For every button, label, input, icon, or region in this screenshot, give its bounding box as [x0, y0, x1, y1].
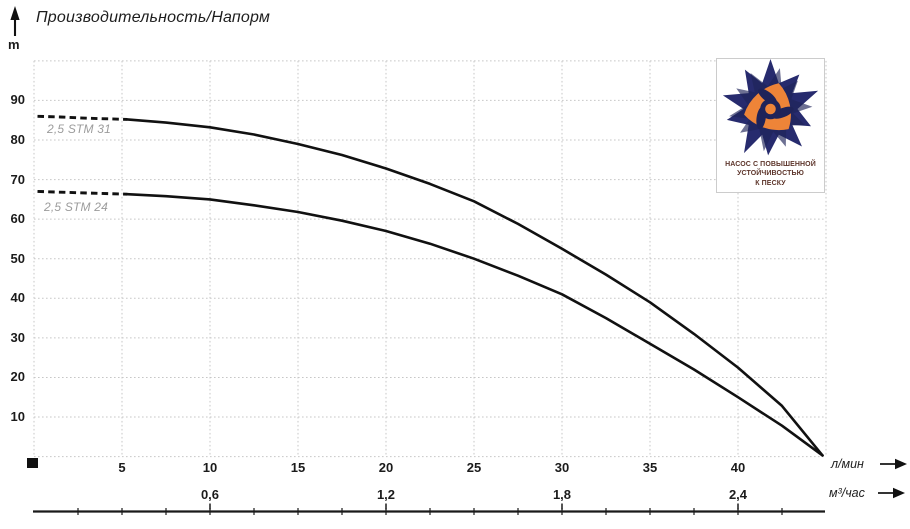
badge-caption-line2: УСТОЙЧИВОСТЬЮ	[737, 170, 804, 177]
right-arrow-icon	[878, 487, 905, 499]
x-axis-unit-m3h-row: м³/час	[829, 486, 905, 500]
sand-resistance-badge: НАСОС С ПОВЫШЕННОЙ УСТОЙЧИВОСТЬЮ К ПЕСКУ	[716, 58, 825, 193]
curve-label-stm31: 2,5 STM 31	[47, 122, 112, 136]
badge-caption-line3: К ПЕСКУ	[755, 179, 786, 187]
badge-caption: НАСОС С ПОВЫШЕННОЙ УСТОЙЧИВОСТЬЮ К ПЕСКУ	[717, 160, 824, 189]
right-arrow-icon	[880, 458, 907, 470]
x-axis-unit-lmin: л/мин	[831, 457, 864, 471]
chart-title: Производительность/Напорм	[36, 9, 271, 26]
x-axis-unit-lmin-row: л/мин	[831, 457, 907, 471]
curve-label-stm24: 2,5 STM 24	[44, 200, 109, 214]
badge-caption-line1: НАСОС С ПОВЫШЕННОЙ	[725, 160, 816, 168]
x-axis-unit-m3h: м³/час	[829, 486, 865, 500]
y-axis-arrow-icon	[10, 6, 20, 36]
pump-logo-icon	[722, 59, 819, 156]
y-axis-unit-label: m	[8, 37, 20, 52]
